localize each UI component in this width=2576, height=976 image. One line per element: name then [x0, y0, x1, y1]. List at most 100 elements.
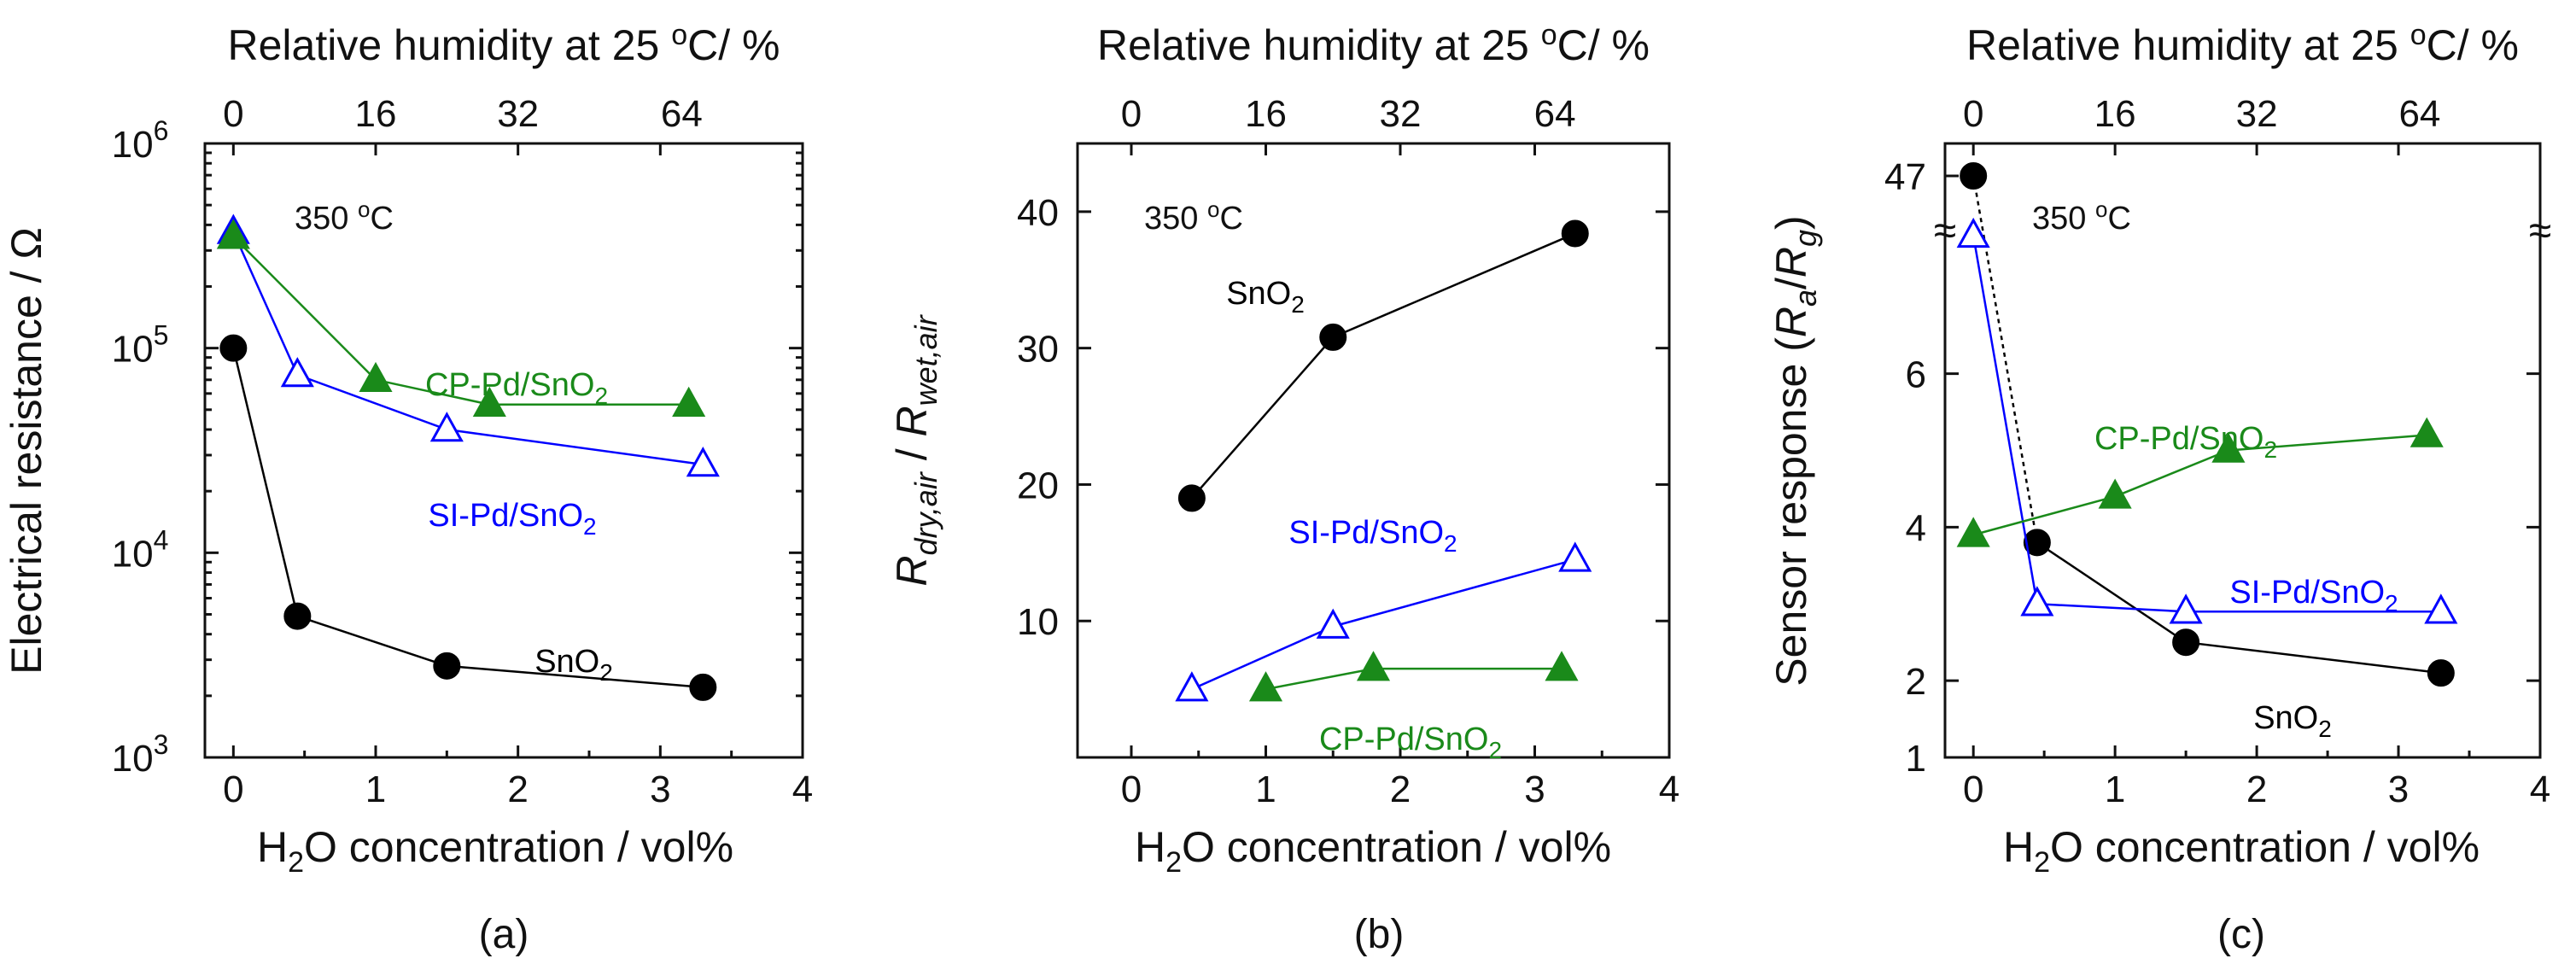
data-point — [2098, 478, 2132, 509]
series-CP-Pd/SnO2 — [1248, 651, 1579, 702]
data-point — [672, 386, 706, 417]
data-point — [1956, 217, 1990, 248]
data-point — [2427, 659, 2455, 687]
y-tick-label: 30 — [1017, 329, 1059, 371]
series-label: SI-Pd/SnO2 — [1288, 515, 1457, 557]
series-label: CP-Pd/SnO2 — [1319, 722, 1502, 763]
y-tick-label: 2 — [1906, 661, 1926, 703]
series-line-segment — [296, 615, 447, 668]
temperature-label: 350 oC — [1144, 196, 1243, 237]
series-line-segment — [232, 348, 299, 617]
data-point — [359, 361, 393, 393]
x-tick-label: 0 — [1121, 769, 1142, 810]
x-tick-label: 4 — [2530, 769, 2550, 810]
y-tick-label: 6 — [1906, 354, 1926, 396]
data-point — [1248, 671, 1283, 702]
y-tick-label: 4 — [1906, 507, 1926, 549]
y-tick-label: 105 — [112, 320, 169, 371]
series-line-segment — [1190, 336, 1335, 500]
plot-frame — [203, 142, 804, 759]
series-line-segment — [2114, 449, 2229, 498]
series-label: SnO2 — [534, 644, 613, 686]
y-axis-label: Sensor response (Ra/Rg) — [1767, 215, 1823, 686]
top-axis-label: Relative humidity at 25 oC/ % — [1097, 19, 1650, 69]
x-tick-label: 1 — [1255, 769, 1276, 810]
series-label: SI-Pd/SnO2 — [428, 498, 596, 540]
y-tick-label: 103 — [112, 729, 169, 780]
x-tick-label: 3 — [650, 769, 670, 810]
axis-break-left: ≈ — [1934, 208, 1956, 254]
y-tick-label: 40 — [1017, 192, 1059, 234]
series-SI-Pd/SnO2 — [216, 213, 720, 477]
data-point — [2424, 593, 2458, 624]
series-line-segment — [296, 373, 447, 431]
data-point — [1545, 651, 1579, 681]
x-tick-label: 2 — [507, 769, 528, 810]
panel-label: (c) — [2217, 912, 2265, 957]
series-SI-Pd/SnO2 — [1175, 541, 1592, 702]
top-tick-label: 64 — [1534, 93, 1576, 135]
series-label: SnO2 — [2253, 700, 2332, 742]
series-line-segment — [2036, 541, 2187, 644]
data-point — [1558, 541, 1592, 572]
y-tick-label: 1 — [1906, 738, 1926, 780]
series-line-segment — [1265, 667, 1374, 691]
series-line-segment — [2228, 434, 2427, 452]
x-axis-label: H2O concentration / vol% — [1135, 823, 1611, 879]
series-line-segment — [2185, 640, 2441, 675]
y-tick-label: 104 — [112, 524, 169, 575]
top-tick-label: 16 — [2094, 93, 2136, 135]
series-line-segment — [1972, 495, 2116, 536]
series-line-segment — [232, 236, 377, 381]
data-point — [2172, 628, 2200, 657]
x-tick-label: 4 — [792, 769, 813, 810]
x-tick-label: 1 — [365, 769, 386, 810]
series-line-segment — [447, 664, 704, 689]
series-CP-Pd/SnO2 — [1956, 417, 2444, 547]
temperature-label: 350 oC — [2032, 196, 2131, 237]
data-point — [1561, 219, 1589, 248]
series-label: SI-Pd/SnO2 — [2229, 575, 2398, 617]
series-label: CP-Pd/SnO2 — [2094, 421, 2277, 463]
top-axis-label: Relative humidity at 25 oC/ % — [228, 19, 780, 69]
series-SI-Pd/SnO2 — [1956, 217, 2458, 624]
series-label: CP-Pd/SnO2 — [425, 367, 608, 409]
chart-panel-1: 0 1 2 3 4 0 16 32 64 Relative humidity at 25 oC/ … — [3, 19, 813, 957]
data-point — [689, 673, 717, 701]
top-tick-label: 16 — [355, 93, 397, 135]
top-tick-label: 0 — [1121, 93, 1142, 135]
top-tick-label: 16 — [1245, 93, 1287, 135]
data-point — [1316, 608, 1350, 639]
series-SnO2 — [219, 334, 717, 701]
x-tick-label: 0 — [1963, 769, 1983, 810]
x-tick-label: 0 — [223, 769, 243, 810]
series-label: SnO2 — [1226, 276, 1305, 318]
series-line-segment — [447, 428, 704, 466]
data-point — [2211, 432, 2246, 463]
y-tick-label: 106 — [112, 115, 169, 166]
data-point — [433, 652, 461, 680]
data-point — [686, 447, 720, 477]
axis-break-right: ≈ — [2529, 208, 2551, 254]
data-point — [1960, 162, 1988, 190]
series-line-segment — [232, 231, 299, 376]
top-tick-label: 0 — [1963, 93, 1983, 135]
top-tick-label: 64 — [2398, 93, 2440, 135]
top-axis-label: Relative humidity at 25 oC/ % — [1966, 19, 2519, 69]
y-axis-label: Electrical resistance / Ω — [3, 227, 50, 675]
y-axis-label: Rdry,air / Rwet,air — [888, 313, 943, 586]
top-tick-label: 32 — [2236, 93, 2278, 135]
y-tick-label: 10 — [1017, 601, 1059, 643]
x-tick-label: 2 — [1390, 769, 1411, 810]
data-point — [1175, 671, 1209, 702]
y-tick-label: 20 — [1017, 465, 1059, 506]
top-tick-label: 64 — [661, 93, 703, 135]
data-point — [472, 386, 506, 417]
data-point — [1956, 517, 1990, 547]
data-point — [2169, 593, 2203, 624]
plot-frame — [1076, 142, 1671, 759]
series-CP-Pd/SnO2 — [216, 219, 706, 417]
x-tick-label: 3 — [1524, 769, 1545, 810]
x-tick-label: 3 — [2388, 769, 2409, 810]
